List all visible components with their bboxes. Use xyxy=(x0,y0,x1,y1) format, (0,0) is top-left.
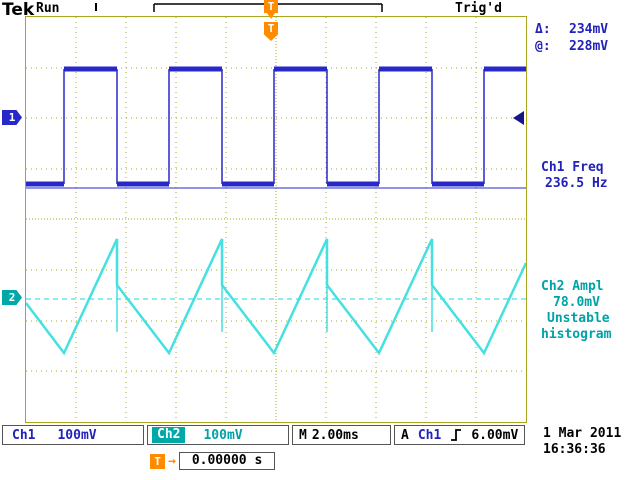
trigger-position-marker: T xyxy=(264,22,278,41)
ch2-ampl-note-line2: histogram xyxy=(541,327,612,342)
delta-label: Δ: xyxy=(535,22,551,37)
trigger-position-arrow-icon xyxy=(267,13,275,19)
ch1-scale-readout: Ch1 100mV xyxy=(2,425,144,445)
ch2-scale-readout: Ch2 100mV xyxy=(147,425,289,445)
at-value: 228mV xyxy=(569,39,609,54)
trigger-status: Trig'd xyxy=(455,1,502,16)
waveform-display xyxy=(25,17,528,422)
grid xyxy=(26,17,526,422)
rising-edge-icon xyxy=(451,429,462,441)
ch2-position-marker: 2 xyxy=(2,290,22,305)
ch2-scale-value: 100mV xyxy=(203,427,243,443)
acquisition-status: Run xyxy=(36,1,60,16)
record-view-tick xyxy=(95,3,97,11)
ch1-position-marker: 1 xyxy=(2,110,22,125)
ch2-trace xyxy=(25,238,528,356)
trigger-marker-chip: T xyxy=(150,453,165,469)
ch1-trace xyxy=(26,66,526,189)
ch2-label: Ch2 xyxy=(152,427,186,443)
trigger-source: Ch1 xyxy=(417,427,442,443)
trigger-readout: A Ch1 6.00mV xyxy=(394,425,525,445)
right-arrow-icon: → xyxy=(168,453,176,469)
ch2-ampl-label: Ch2 Ampl xyxy=(541,279,604,294)
ch1-freq-value: 236.5 Hz xyxy=(545,176,608,191)
measurement-at: @: 228mV xyxy=(535,39,608,54)
trigger-level-arrow xyxy=(513,111,524,125)
date-value: 1 Mar 2011 xyxy=(543,426,622,441)
timebase-label: M xyxy=(299,427,307,443)
graticule xyxy=(25,16,528,423)
brand-logo: Tek xyxy=(2,0,35,20)
trigger-position-value: 0.00000 s xyxy=(178,452,276,470)
measurement-delta: Δ: 234mV xyxy=(535,22,608,37)
datetime-readout: 1 Mar 2011 16:36:36 xyxy=(543,426,621,458)
trigger-group-label: A xyxy=(401,427,409,443)
ch1-scale-value: 100mV xyxy=(57,427,97,443)
trigger-position-record-marker: T xyxy=(264,0,278,13)
at-label: @: xyxy=(535,39,551,54)
ch2-ampl-note-line1: Unstable xyxy=(547,311,610,326)
time-value: 16:36:36 xyxy=(543,442,606,457)
timebase-value: 2.00ms xyxy=(311,427,359,443)
horizontal-position-readout: T → 0.00000 s xyxy=(150,452,276,470)
timebase-readout: M 2.00ms xyxy=(292,425,391,445)
ch1-freq-label: Ch1 Freq xyxy=(541,160,604,175)
delta-value: 234mV xyxy=(569,22,609,37)
ch1-label: Ch1 xyxy=(12,427,36,443)
ch2-ampl-value: 78.0mV xyxy=(553,295,600,310)
trigger-level-value: 6.00mV xyxy=(471,427,519,443)
